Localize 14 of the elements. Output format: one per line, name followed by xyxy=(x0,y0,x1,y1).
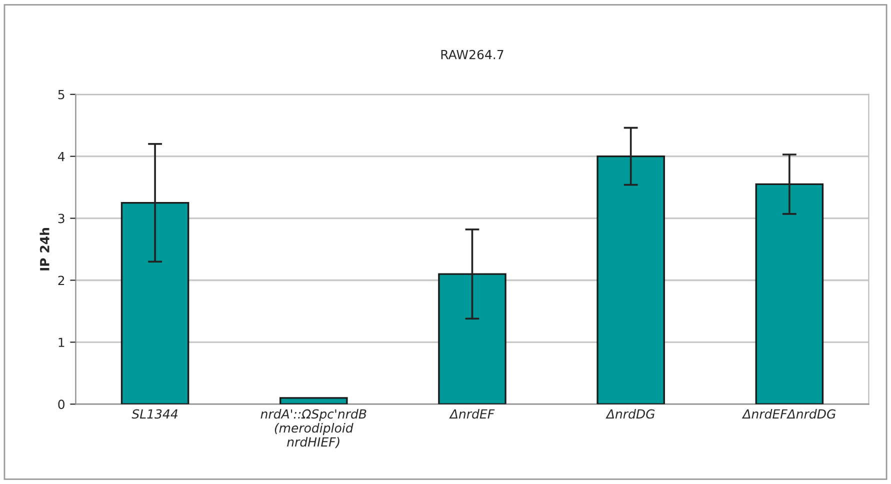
y-tick-label: 2 xyxy=(58,276,64,285)
y-tick-label: 5 xyxy=(58,90,64,100)
x-tick-label: nrdA'::ΩSpc'nrdB (merodiploid nrdHIEF) xyxy=(260,409,366,448)
y-tick-label: 1 xyxy=(58,338,64,347)
x-tick-label: ΔnrdEFΔnrdDG xyxy=(742,409,836,419)
y-tick-label: 0 xyxy=(58,400,64,410)
y-tick-label: 4 xyxy=(58,152,65,162)
x-tick-label: ΔnrdDG xyxy=(606,409,655,419)
bar xyxy=(279,397,348,404)
x-tick-label: ΔnrdEF xyxy=(449,409,495,419)
y-axis-title: IP 24h xyxy=(40,228,50,270)
y-tick-label: 3 xyxy=(58,214,64,224)
x-tick-label: SL1344 xyxy=(132,409,178,419)
chart-title: RAW264.7 xyxy=(441,50,504,60)
